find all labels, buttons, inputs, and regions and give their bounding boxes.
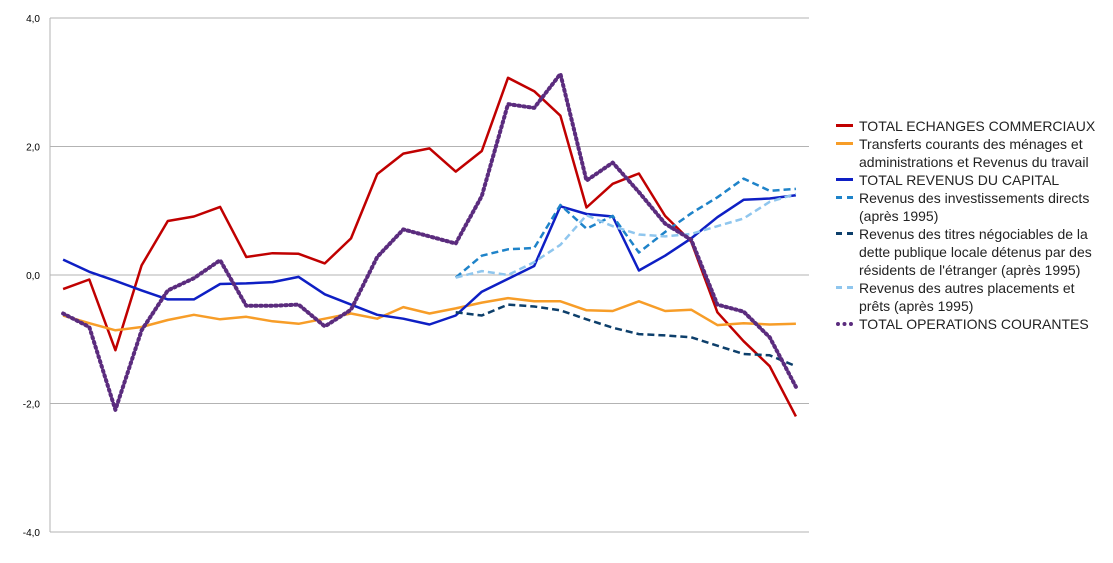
series-lines: [63, 74, 796, 417]
series-line-4: [456, 179, 796, 278]
legend-label: Revenus des titres négociables de la det…: [859, 226, 1092, 278]
legend-label: Revenus des investissements directs (apr…: [859, 190, 1089, 224]
y-tick-label: -4,0: [23, 528, 41, 539]
legend: TOTAL ECHANGES COMMERCIAUX Transferts cou…: [836, 117, 1106, 333]
y-tick-label: 0,0: [26, 271, 40, 282]
legend-item: Revenus des autres placements et prêts (…: [836, 279, 1106, 315]
legend-swatch: [836, 196, 853, 199]
series-line-3: [63, 195, 796, 324]
legend-swatch: [836, 322, 853, 326]
legend-label: TOTAL REVENUS DU CAPITAL: [859, 172, 1059, 188]
legend-item: Revenus des titres négociables de la det…: [836, 225, 1106, 279]
legend-label: TOTAL OPERATIONS COURANTES: [859, 316, 1089, 332]
legend-item: Transferts courants des ménages et admin…: [836, 135, 1106, 171]
axes: 4,0 2,0 0,0 -2,0 -4,0: [23, 14, 50, 539]
legend-label: Revenus des autres placements et prêts (…: [859, 280, 1075, 314]
legend-swatch: [836, 124, 853, 127]
y-tick-label: 2,0: [26, 143, 40, 154]
legend-item: TOTAL ECHANGES COMMERCIAUX: [836, 117, 1106, 135]
series-line-1: [63, 78, 796, 417]
y-tick-label: -2,0: [23, 400, 41, 411]
legend-swatch: [836, 286, 853, 289]
legend-label: Transferts courants des ménages et admin…: [859, 136, 1089, 170]
gridlines: [50, 18, 809, 532]
legend-swatch: [836, 232, 853, 235]
y-tick-label: 4,0: [26, 14, 40, 25]
legend-swatch: [836, 142, 853, 145]
legend-item: TOTAL REVENUS DU CAPITAL: [836, 171, 1106, 189]
legend-swatch: [836, 178, 853, 181]
legend-item: Revenus des investissements directs (apr…: [836, 189, 1106, 225]
legend-item: TOTAL OPERATIONS COURANTES: [836, 315, 1106, 333]
legend-label: TOTAL ECHANGES COMMERCIAUX: [859, 118, 1095, 134]
